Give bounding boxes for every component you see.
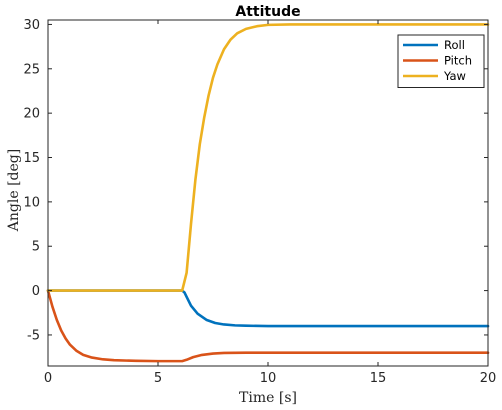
chart-title: Attitude xyxy=(235,4,300,20)
x-tick-label: 20 xyxy=(480,371,497,386)
x-tick-label: 0 xyxy=(44,371,52,386)
series-line-roll xyxy=(46,289,490,328)
x-tick-label: 10 xyxy=(260,371,277,386)
y-axis-label: Angle [deg] xyxy=(6,149,22,232)
series-line-pitch xyxy=(46,289,490,363)
y-tick-label: 10 xyxy=(23,195,40,210)
y-tick-label: 30 xyxy=(23,18,40,33)
y-tick-label: 0 xyxy=(32,284,40,299)
series-line-yaw xyxy=(46,23,490,292)
x-tick-label: 15 xyxy=(370,371,387,386)
axis-ticks: 0 5 10 15 20 -5 0 5 10 15 20 25 30 xyxy=(23,18,496,386)
legend-label-pitch: Pitch xyxy=(444,54,472,68)
legend-label-yaw: Yaw xyxy=(443,69,466,83)
legend-label-roll: Roll xyxy=(444,38,465,52)
y-tick-label: 20 xyxy=(23,107,40,122)
x-tick-label: 5 xyxy=(154,371,162,386)
y-tick-label: 5 xyxy=(32,240,40,255)
y-tick-label: 15 xyxy=(23,151,40,166)
x-axis-label: Time [s] xyxy=(239,390,297,406)
plot-lines xyxy=(46,23,490,363)
y-tick-label: 25 xyxy=(23,62,40,77)
y-tick-label: -5 xyxy=(27,328,40,343)
